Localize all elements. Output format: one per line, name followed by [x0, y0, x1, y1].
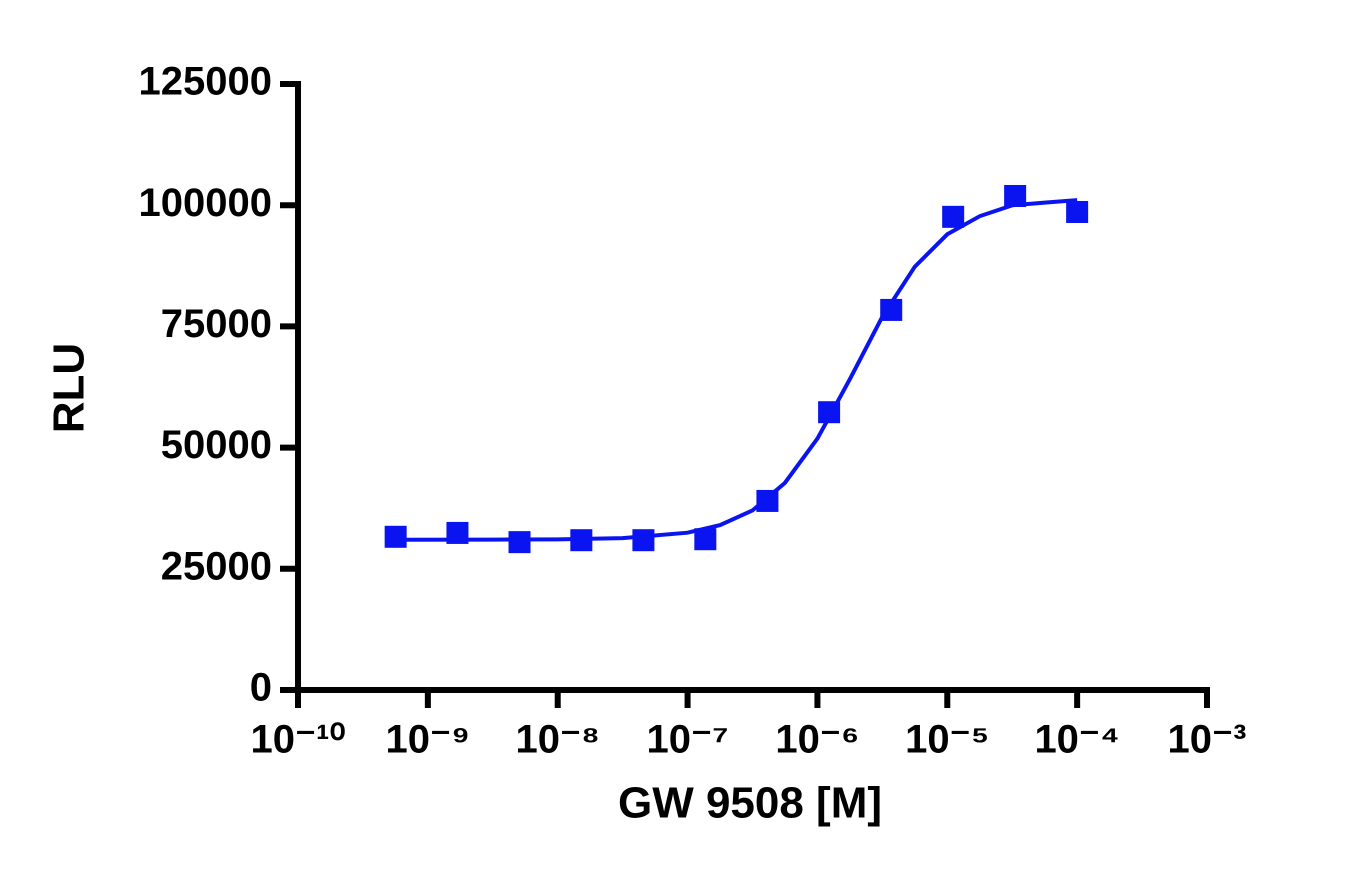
x-tick-label: 10⁻³ — [1168, 718, 1247, 762]
x-tick-label: 10⁻⁷ — [647, 718, 729, 762]
data-point — [632, 529, 655, 552]
x-tick-label: 10⁻⁶ — [775, 718, 859, 762]
data-point — [694, 528, 717, 551]
x-tick-label: 10⁻¹⁰ — [251, 718, 346, 762]
y-tick-label: 125000 — [139, 60, 272, 104]
data-point — [1004, 184, 1027, 207]
x-tick-label: 10⁻⁴ — [1034, 718, 1119, 762]
y-tick-label: 25000 — [161, 544, 272, 588]
x-tick-label: 10⁻⁵ — [905, 718, 989, 762]
y-tick-label: 75000 — [161, 302, 272, 346]
x-tick-label: 10⁻⁸ — [515, 718, 600, 762]
fit-curve — [395, 198, 1078, 542]
x-tick-label: 10⁻⁹ — [386, 718, 471, 762]
data-point — [880, 298, 903, 321]
x-axis-title: GW 9508 [M] — [618, 779, 882, 828]
data-point — [508, 531, 531, 554]
y-tick-label: 0 — [250, 666, 272, 710]
data-point — [942, 205, 965, 228]
data-point — [1066, 200, 1089, 223]
y-tick-label: 100000 — [139, 181, 272, 225]
y-tick-label: 50000 — [161, 423, 272, 467]
data-point — [384, 525, 407, 548]
y-axis-title: RLU — [45, 343, 94, 433]
